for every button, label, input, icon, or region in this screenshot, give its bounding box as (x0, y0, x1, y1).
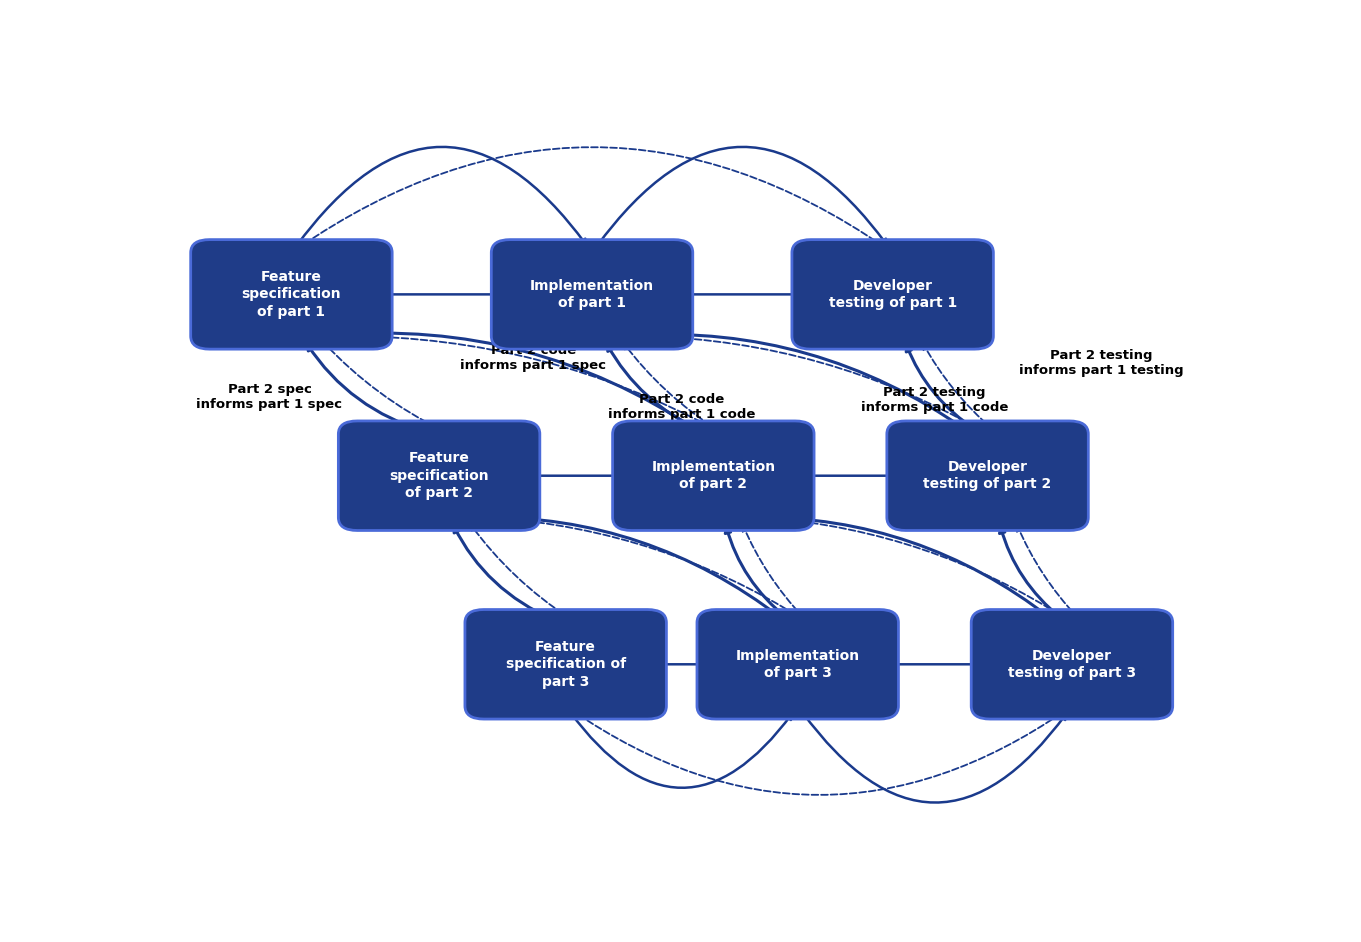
Text: Developer
testing of part 1: Developer testing of part 1 (829, 279, 957, 310)
Text: Feature
specification
of part 2: Feature specification of part 2 (389, 451, 489, 500)
Text: Implementation
of part 3: Implementation of part 3 (736, 649, 860, 680)
Text: Feature
specification
of part 1: Feature specification of part 1 (242, 270, 342, 318)
Text: Developer
testing of part 3: Developer testing of part 3 (1009, 649, 1136, 680)
FancyBboxPatch shape (491, 239, 693, 349)
Text: Developer
testing of part 2: Developer testing of part 2 (924, 460, 1052, 492)
Text: Feature
specification of
part 3: Feature specification of part 3 (505, 640, 626, 689)
FancyBboxPatch shape (792, 239, 994, 349)
FancyBboxPatch shape (465, 609, 667, 719)
Text: Implementation
of part 2: Implementation of part 2 (652, 460, 776, 492)
Text: Part 2 testing
informs part 1 testing: Part 2 testing informs part 1 testing (1019, 349, 1184, 378)
Text: Part 2 spec
informs part 1 spec: Part 2 spec informs part 1 spec (196, 383, 343, 412)
FancyBboxPatch shape (972, 609, 1173, 719)
FancyBboxPatch shape (191, 239, 392, 349)
Text: Part 2 testing
informs part 1 code: Part 2 testing informs part 1 code (862, 385, 1009, 414)
Text: Part 2 code
informs part 1 code: Part 2 code informs part 1 code (608, 393, 755, 421)
Text: Implementation
of part 1: Implementation of part 1 (529, 279, 655, 310)
Text: Part 2 code
informs part 1 spec: Part 2 code informs part 1 spec (460, 344, 606, 372)
FancyBboxPatch shape (612, 421, 814, 530)
FancyBboxPatch shape (697, 609, 898, 719)
FancyBboxPatch shape (887, 421, 1089, 530)
FancyBboxPatch shape (339, 421, 540, 530)
